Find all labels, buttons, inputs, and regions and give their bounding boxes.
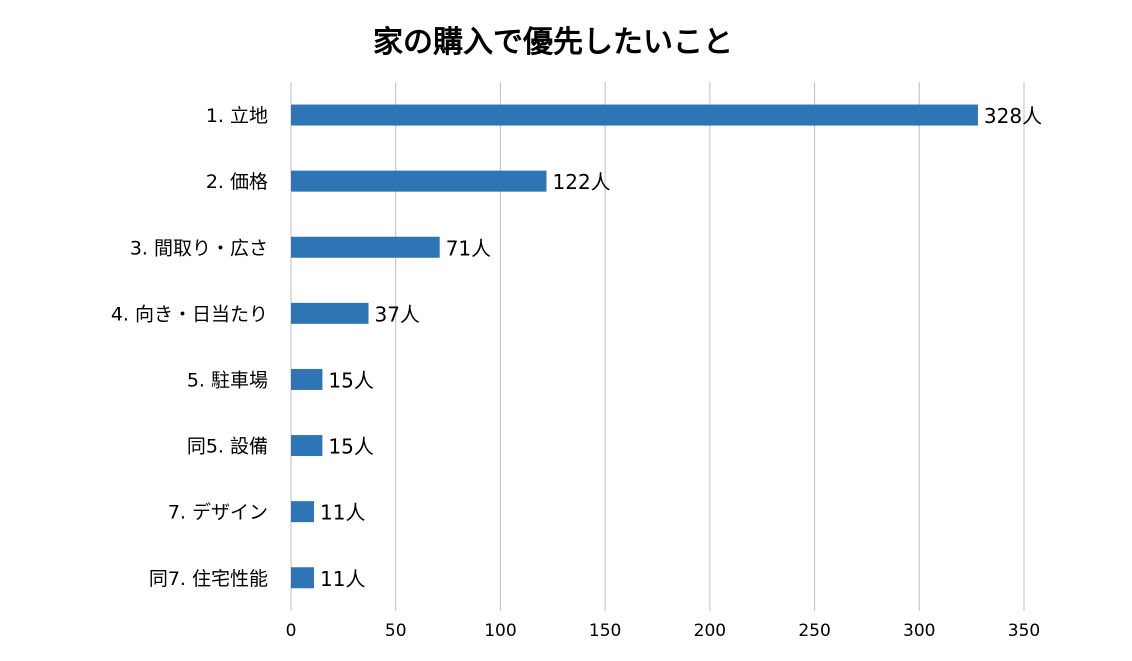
x-tick-label: 200	[694, 621, 726, 641]
category-label: 1. 立地	[206, 105, 268, 127]
x-tick-label: 300	[903, 621, 935, 641]
chart-title: 家の購入で優先したいこと	[373, 25, 733, 60]
data-label: 122人	[553, 170, 611, 194]
bar	[291, 170, 547, 192]
x-tick-label: 150	[589, 621, 621, 641]
bar	[291, 501, 315, 523]
gridlines	[290, 82, 1025, 611]
category-label: 4. 向き・日当たり	[111, 303, 268, 325]
category-label: 5. 駐車場	[187, 369, 268, 391]
data-label: 15人	[328, 435, 373, 459]
category-label: 同7. 住宅性能	[149, 568, 268, 590]
category-label: 7. デザイン	[168, 502, 268, 524]
bar	[291, 368, 323, 390]
bar	[291, 567, 315, 589]
bar	[291, 435, 323, 457]
data-label: 71人	[446, 236, 491, 260]
data-label: 328人	[984, 104, 1042, 128]
x-tick-label: 50	[385, 621, 407, 641]
data-label: 11人	[320, 501, 365, 525]
bar	[291, 104, 978, 126]
x-tick-label: 0	[286, 621, 297, 641]
data-label: 15人	[328, 368, 373, 392]
category-label: 2. 価格	[206, 171, 268, 193]
bars	[291, 104, 978, 589]
data-label: 11人	[320, 567, 365, 591]
bar	[291, 236, 440, 258]
category-label: 3. 間取り・広さ	[130, 237, 268, 259]
category-label: 同5. 設備	[187, 436, 268, 458]
data-label: 37人	[374, 302, 419, 326]
bar	[291, 302, 369, 324]
x-tick-label: 250	[798, 621, 830, 641]
x-axis-ticks: 0 50 100 150 200 250 300 350	[286, 621, 1041, 641]
value-labels: 328人 122人 71人 37人 15人 15人 11人 11人	[320, 104, 1042, 591]
x-tick-label: 100	[484, 621, 516, 641]
x-tick-label: 350	[1008, 621, 1040, 641]
